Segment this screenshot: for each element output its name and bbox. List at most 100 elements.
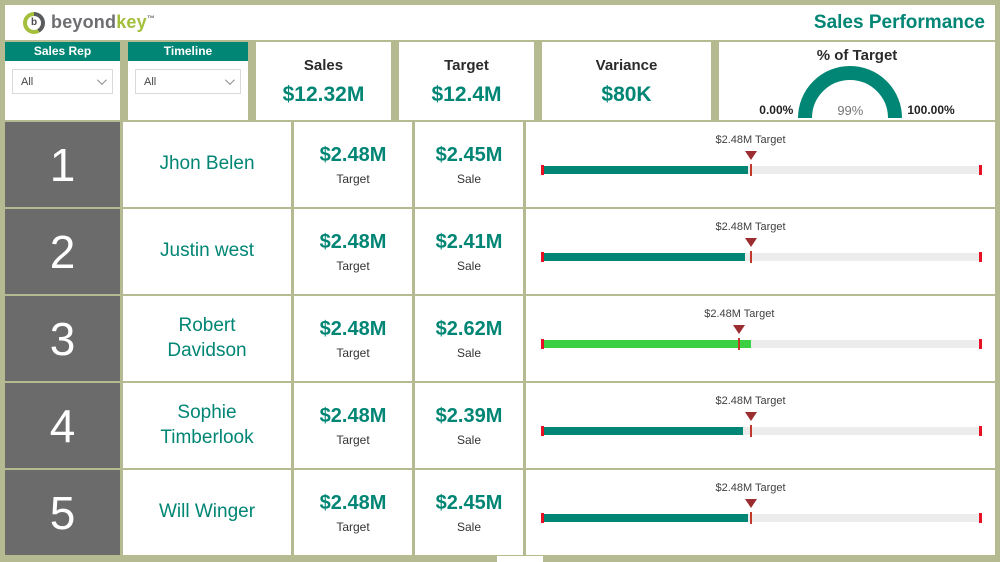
bullet-target-label: $2.48M Target (715, 221, 786, 233)
page-title: Sales Performance (813, 11, 985, 33)
rank-cell: 5 (5, 470, 120, 555)
target-value-cell: $2.48M Target (294, 122, 412, 207)
rank-number: 2 (49, 225, 76, 278)
sales-rep-dropdown-value: All (21, 75, 34, 88)
sale-value-label: Sale (456, 432, 482, 447)
gauge-title: % of Target (816, 47, 898, 64)
rank-number: 3 (49, 312, 76, 365)
kpi-sales-value: $12.32M (282, 83, 365, 106)
target-value-label: Target (336, 258, 370, 273)
kpi-sales-label: Sales (303, 57, 344, 74)
sale-value-label: Sale (456, 171, 482, 186)
rep-name-cell: Jhon Belen (123, 122, 291, 207)
gauge-max-label: 100.00% (907, 103, 955, 117)
sale-value-cell: $2.41M Sale (415, 209, 523, 294)
sales-rep-dropdown[interactable]: All (12, 69, 113, 94)
sale-value-cell: $2.45M Sale (415, 470, 523, 555)
bullet-target-label: $2.48M Target (715, 482, 786, 494)
sale-value: $2.41M (435, 230, 503, 253)
target-value-label: Target (336, 345, 370, 360)
gauge-body: 0.00% 99% 100.00% (759, 66, 955, 118)
target-tick (749, 164, 752, 176)
bullet-wrap: $2.48M Target (541, 383, 982, 468)
kpi-target-value: $12.4M (431, 83, 502, 106)
kpi-variance-label: Variance (595, 57, 658, 74)
rep-name: Sophie Timberlook (160, 401, 254, 448)
rep-name: Robert Davidson (167, 314, 247, 361)
target-value-cell: $2.48M Target (294, 209, 412, 294)
chevron-down-icon (96, 75, 107, 86)
bullet-chart: $2.48M Target (526, 122, 995, 207)
bullet-chart: $2.48M Target (526, 470, 995, 555)
filter-sales-rep-header: Sales Rep (5, 42, 120, 61)
bullet-target-label: $2.48M Target (715, 134, 786, 146)
sale-value-cell: $2.39M Sale (415, 383, 523, 468)
sale-value: $2.45M (435, 143, 503, 166)
sale-value-label: Sale (456, 258, 482, 273)
rank-number: 4 (49, 399, 76, 452)
target-tick (749, 512, 752, 524)
brand-logo: beyondkey™ (23, 11, 156, 34)
end-tick (979, 426, 982, 436)
sale-value-cell: $2.45M Sale (415, 122, 523, 207)
bottom-notch (497, 556, 543, 562)
rank-cell: 2 (5, 209, 120, 294)
rep-name: Justin west (160, 240, 254, 262)
bullet-track (541, 512, 982, 524)
rep-name: Jhon Belen (159, 153, 255, 175)
bullet-chart: $2.48M Target (526, 383, 995, 468)
sale-value-cell: $2.62M Sale (415, 296, 523, 381)
table-row: 1 Jhon Belen $2.48M Target $2.45M Sale $2.… (5, 122, 995, 207)
target-value: $2.48M (319, 230, 387, 253)
timeline-dropdown-value: All (144, 75, 157, 88)
target-marker-icon (744, 151, 757, 160)
gauge-min-label: 0.00% (759, 103, 794, 117)
target-marker-icon (733, 325, 746, 334)
bullet-track (541, 164, 982, 176)
filter-kpi-band: Sales Rep All Timeline All Sales $12.32M… (5, 42, 995, 120)
start-tick (541, 426, 544, 436)
target-marker-icon (744, 412, 757, 421)
gauge-value: 99% (837, 103, 864, 118)
bullet-track (541, 338, 982, 350)
target-tick (749, 425, 752, 437)
bullet-chart: $2.48M Target (526, 296, 995, 381)
bullet-fill (541, 514, 748, 522)
kpi-variance: Variance $80K (542, 42, 711, 120)
target-value: $2.48M (319, 404, 387, 427)
filter-timeline: Timeline All (128, 42, 248, 120)
start-tick (541, 339, 544, 349)
dashboard: beyondkey™ Sales Performance Sales Rep A… (5, 5, 995, 556)
bullet-target-label: $2.48M Target (715, 395, 786, 407)
bullet-wrap: $2.48M Target (541, 296, 982, 381)
timeline-dropdown[interactable]: All (135, 69, 241, 94)
target-value-cell: $2.48M Target (294, 296, 412, 381)
rep-name-cell: Justin west (123, 209, 291, 294)
sale-value-label: Sale (456, 345, 482, 360)
table-row: 5 Will Winger $2.48M Target $2.45M Sale $2… (5, 470, 995, 555)
target-value-cell: $2.48M Target (294, 470, 412, 555)
target-value-label: Target (336, 519, 370, 534)
target-marker-icon (744, 499, 757, 508)
table-row: 2 Justin west $2.48M Target $2.41M Sale $2… (5, 209, 995, 294)
target-value-label: Target (336, 432, 370, 447)
rep-name: Will Winger (158, 501, 256, 523)
target-value-label: Target (336, 171, 370, 186)
rep-name-cell: Robert Davidson (123, 296, 291, 381)
target-value-cell: $2.48M Target (294, 383, 412, 468)
end-tick (979, 513, 982, 523)
brand-logo-text: beyondkey™ (51, 12, 156, 32)
bullet-wrap: $2.48M Target (541, 209, 982, 294)
table-row: 3 Robert Davidson $2.48M Target $2.62M Sal… (5, 296, 995, 381)
bullet-track (541, 425, 982, 437)
chevron-down-icon (224, 75, 235, 86)
target-value: $2.48M (319, 317, 387, 340)
start-tick (541, 513, 544, 523)
bullet-wrap: $2.48M Target (541, 470, 982, 555)
end-tick (979, 339, 982, 349)
end-tick (979, 252, 982, 262)
sale-value: $2.62M (435, 317, 503, 340)
bullet-wrap: $2.48M Target (541, 122, 982, 207)
brand-logo-icon (23, 11, 45, 34)
gauge-arc: 99% (798, 66, 903, 118)
